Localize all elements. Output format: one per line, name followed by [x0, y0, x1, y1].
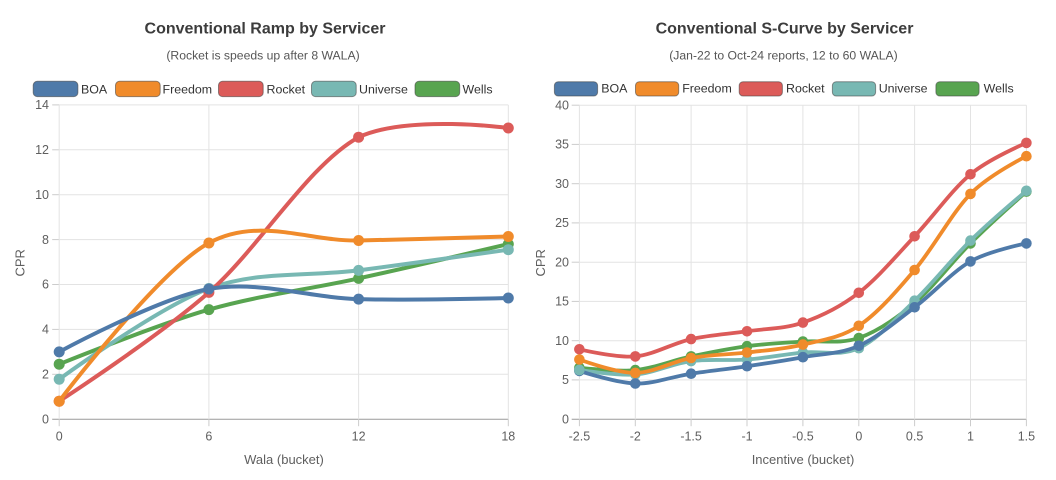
svg-text:-1: -1	[741, 430, 752, 444]
svg-text:(Jan-22 to Oct-24 reports, 12: (Jan-22 to Oct-24 reports, 12 to 60 WALA…	[669, 49, 898, 63]
svg-text:4: 4	[42, 323, 49, 337]
svg-text:12: 12	[35, 143, 49, 157]
svg-text:5: 5	[562, 373, 569, 387]
svg-text:0: 0	[42, 412, 49, 426]
svg-text:BOA: BOA	[81, 82, 108, 96]
svg-text:-2: -2	[630, 430, 641, 444]
svg-text:-2.5: -2.5	[569, 430, 591, 444]
svg-text:14: 14	[35, 98, 49, 112]
svg-text:Freedom: Freedom	[682, 82, 732, 96]
svg-text:20: 20	[555, 255, 569, 269]
svg-text:35: 35	[555, 138, 569, 152]
svg-text:1.5: 1.5	[1018, 430, 1035, 444]
svg-text:12: 12	[352, 430, 366, 444]
svg-text:Universe: Universe	[359, 82, 408, 96]
svg-text:-0.5: -0.5	[792, 430, 814, 444]
svg-text:Rocket: Rocket	[786, 82, 825, 96]
svg-text:6: 6	[42, 278, 49, 292]
svg-text:2: 2	[42, 368, 49, 382]
svg-text:BOA: BOA	[601, 82, 628, 96]
svg-text:0: 0	[855, 430, 862, 444]
svg-text:0: 0	[56, 430, 63, 444]
svg-text:15: 15	[555, 295, 569, 309]
svg-text:CPR: CPR	[13, 249, 28, 276]
svg-text:30: 30	[555, 177, 569, 191]
svg-text:25: 25	[555, 216, 569, 230]
svg-text:Wells: Wells	[984, 82, 1014, 96]
svg-text:40: 40	[555, 98, 569, 112]
svg-text:-1.5: -1.5	[680, 430, 702, 444]
svg-text:Conventional Ramp by Servicer: Conventional Ramp by Servicer	[145, 21, 386, 38]
svg-text:10: 10	[555, 334, 569, 348]
svg-text:Conventional S-Curve by Servic: Conventional S-Curve by Servicer	[656, 21, 914, 38]
svg-text:8: 8	[42, 233, 49, 247]
svg-text:Universe: Universe	[879, 82, 928, 96]
svg-text:0.5: 0.5	[906, 430, 923, 444]
svg-text:Wells: Wells	[463, 82, 493, 96]
svg-text:1: 1	[967, 430, 974, 444]
svg-text:6: 6	[205, 430, 212, 444]
svg-text:Incentive (bucket): Incentive (bucket)	[752, 452, 855, 467]
svg-text:(Rocket is speeds up after 8 W: (Rocket is speeds up after 8 WALA)	[166, 49, 359, 63]
svg-text:18: 18	[501, 430, 515, 444]
svg-text:Wala (bucket): Wala (bucket)	[244, 452, 324, 467]
svg-text:10: 10	[35, 188, 49, 202]
svg-text:Freedom: Freedom	[163, 82, 213, 96]
svg-text:Rocket: Rocket	[267, 82, 306, 96]
svg-text:CPR: CPR	[533, 249, 548, 276]
svg-text:0: 0	[562, 412, 569, 426]
